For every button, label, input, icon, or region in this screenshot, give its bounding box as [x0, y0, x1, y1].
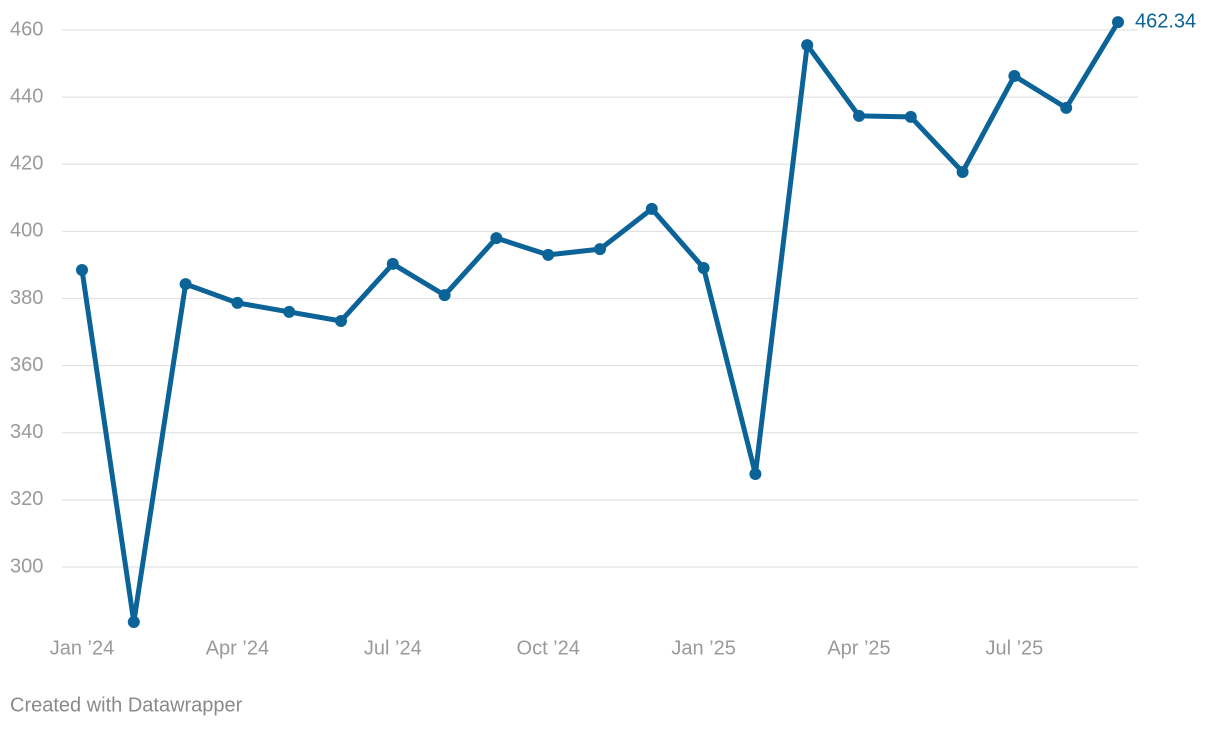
- point: [542, 248, 555, 261]
- x-tick-label: Jul ’24: [364, 637, 422, 659]
- y-tick-label: 360: [10, 354, 43, 376]
- x-tick-label: Apr ’25: [827, 637, 890, 659]
- point: [956, 165, 969, 178]
- point: [127, 616, 140, 629]
- point: [645, 202, 658, 215]
- y-tick-label: 300: [10, 555, 43, 577]
- point: [231, 296, 244, 309]
- point: [1008, 69, 1021, 82]
- y-tick-label: 400: [10, 220, 43, 242]
- point: [283, 305, 296, 318]
- value-label: 462.34: [1135, 10, 1196, 32]
- point: [490, 232, 503, 245]
- y-tick-label: 420: [10, 153, 43, 175]
- y-tick-label: 440: [10, 85, 43, 107]
- x-tick-label: Apr ’24: [206, 637, 269, 659]
- y-tick-label: 340: [10, 421, 43, 443]
- point: [438, 289, 451, 302]
- point: [179, 278, 192, 291]
- x-tick-label: Jul ’25: [985, 637, 1043, 659]
- point: [853, 109, 865, 122]
- point: [697, 261, 710, 274]
- y-tick-label: 320: [10, 488, 43, 510]
- y-tick-label: 460: [10, 18, 43, 40]
- y-tick-label: 380: [10, 287, 43, 309]
- line: [79, 19, 1121, 625]
- point: [1060, 101, 1073, 114]
- x-tick-label: Oct ’24: [517, 637, 580, 659]
- x-tick-label: Jan ’24: [50, 637, 115, 659]
- point: [76, 263, 88, 276]
- point: [801, 39, 814, 52]
- point: [904, 110, 917, 123]
- point: [749, 468, 762, 481]
- credit: Created with Datawrapper: [10, 694, 243, 716]
- point: [1112, 16, 1124, 29]
- point: [594, 243, 606, 256]
- x-tick-label: Jan ’25: [671, 637, 736, 659]
- point: [386, 257, 399, 270]
- point: [335, 314, 347, 327]
